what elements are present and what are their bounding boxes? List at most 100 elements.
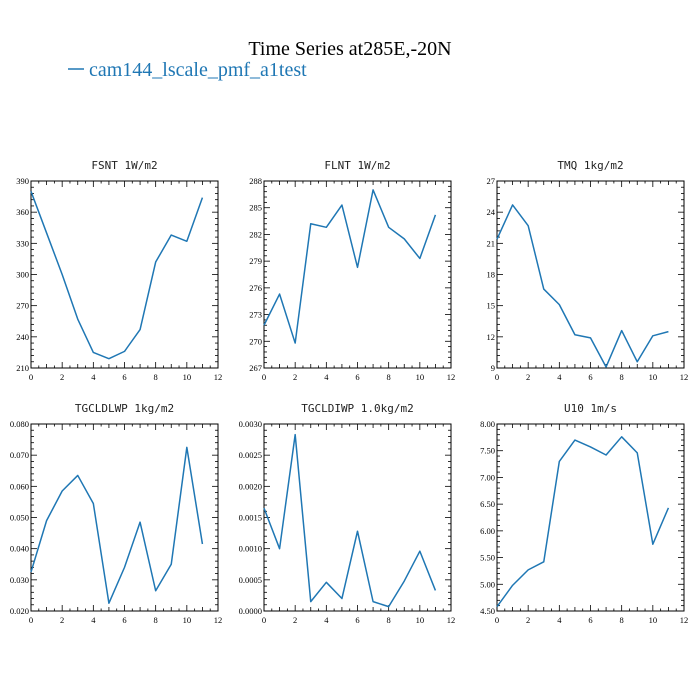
series-line-0 <box>263 189 437 344</box>
x-tick-label: 12 <box>447 372 456 382</box>
y-tick-label: 240 <box>16 332 29 342</box>
x-tick-label: 6 <box>122 615 126 625</box>
panel-title: TGCLDLWP 1kg/m2 <box>75 402 174 415</box>
panel-title: U10 1m/s <box>564 402 617 415</box>
x-tick-label: 10 <box>416 615 425 625</box>
x-tick-label: 12 <box>214 615 223 625</box>
x-tick-label: 8 <box>620 615 624 625</box>
y-tick-label: 285 <box>249 203 262 213</box>
y-tick-label: 0.0020 <box>239 481 262 491</box>
x-tick-label: 4 <box>324 615 329 625</box>
panel-title: TGCLDIWP 1.0kg/m2 <box>301 402 414 415</box>
y-tick-label: 0.040 <box>10 544 29 554</box>
x-tick-label: 10 <box>183 372 192 382</box>
x-tick-label: 0 <box>495 615 499 625</box>
x-tick-label: 0 <box>495 372 499 382</box>
x-tick-label: 6 <box>355 615 359 625</box>
panel-title: FLNT 1W/m2 <box>324 159 390 172</box>
y-tick-label: 15 <box>487 301 496 311</box>
x-tick-label: 6 <box>355 372 359 382</box>
y-tick-label: 282 <box>249 229 262 239</box>
figure-title: Time Series at285E,-20N <box>248 38 451 60</box>
y-tick-label: 0.070 <box>10 450 29 460</box>
x-tick-label: 4 <box>91 372 96 382</box>
y-tick-label: 0.060 <box>10 481 29 491</box>
y-tick-label: 390 <box>16 176 29 186</box>
panel-0: FSNT 1W/m2 0 2 4 6 8 10 12 210 240 270 300 330 360 390 <box>16 159 222 382</box>
x-tick-label: 4 <box>557 615 562 625</box>
x-tick-label: 2 <box>60 615 64 625</box>
y-tick-label: 0.0030 <box>239 419 262 429</box>
x-tick-label: 2 <box>60 372 64 382</box>
panel-title: FSNT 1W/m2 <box>91 159 157 172</box>
x-tick-label: 10 <box>416 372 425 382</box>
series-line-0 <box>496 204 669 368</box>
x-tick-label: 6 <box>588 372 592 382</box>
y-tick-label: 270 <box>16 301 29 311</box>
x-tick-label: 2 <box>293 372 297 382</box>
x-tick-label: 4 <box>91 615 96 625</box>
x-tick-label: 8 <box>154 615 158 625</box>
y-tick-label: 0.0015 <box>239 513 262 523</box>
y-tick-label: 0.020 <box>10 606 29 616</box>
x-tick-label: 12 <box>214 372 223 382</box>
y-tick-label: 27 <box>487 176 496 186</box>
x-tick-label: 12 <box>447 615 456 625</box>
y-tick-label: 288 <box>249 176 262 186</box>
x-tick-label: 2 <box>526 372 530 382</box>
y-tick-label: 7.00 <box>480 472 495 482</box>
y-tick-label: 300 <box>16 270 29 280</box>
y-tick-label: 330 <box>16 238 29 248</box>
y-tick-label: 0.030 <box>10 575 29 585</box>
panel-5: U10 1m/s 0 2 4 6 8 10 12 4.50 5.00 5.50 6.00 6.50 7.0… <box>480 402 688 625</box>
x-tick-label: 8 <box>620 372 624 382</box>
series-line-0 <box>263 433 437 608</box>
series-line-0 <box>30 191 204 360</box>
x-tick-label: 10 <box>649 615 658 625</box>
plot-frame <box>496 423 685 612</box>
panel-1: FLNT 1W/m2 0 2 4 6 8 10 12 267 270 273 276 279 282 285… <box>249 159 455 382</box>
x-tick-label: 6 <box>122 372 126 382</box>
x-tick-label: 12 <box>680 372 689 382</box>
y-tick-label: 0.0025 <box>239 450 262 460</box>
y-tick-label: 0.080 <box>10 419 29 429</box>
y-tick-label: 273 <box>249 310 262 320</box>
y-tick-label: 5.50 <box>480 553 495 563</box>
x-tick-label: 4 <box>324 372 329 382</box>
panel-3: TGCLDLWP 1kg/m2 0 2 4 6 8 10 12 0.020 0.030 0.040 0… <box>10 402 222 625</box>
x-tick-label: 0 <box>262 372 266 382</box>
x-tick-label: 0 <box>262 615 266 625</box>
panel-title: TMQ 1kg/m2 <box>557 159 623 172</box>
plot-frame <box>496 180 685 369</box>
y-tick-label: 360 <box>16 207 29 217</box>
y-tick-label: 0.0010 <box>239 544 262 554</box>
y-tick-label: 270 <box>249 336 262 346</box>
plot-frame <box>263 180 452 369</box>
y-tick-label: 279 <box>249 256 262 266</box>
y-tick-label: 6.00 <box>480 526 495 536</box>
x-tick-label: 6 <box>588 615 592 625</box>
legend-label: cam144_lscale_pmf_a1test <box>89 59 307 81</box>
y-tick-label: 210 <box>16 363 29 373</box>
y-tick-label: 9 <box>491 363 495 373</box>
y-tick-label: 21 <box>487 238 496 248</box>
y-tick-label: 0.0005 <box>239 575 262 585</box>
y-tick-label: 7.50 <box>480 446 495 456</box>
legend: cam144_lscale_pmf_a1test <box>68 59 307 81</box>
x-tick-label: 8 <box>387 615 391 625</box>
x-tick-label: 2 <box>526 615 530 625</box>
plot-frame <box>30 180 219 369</box>
y-tick-label: 267 <box>249 363 262 373</box>
y-tick-label: 5.00 <box>480 579 495 589</box>
y-tick-label: 12 <box>487 332 496 342</box>
panel-4: TGCLDIWP 1.0kg/m2 0 2 4 6 8 10 12 0.0000 0.0005 0.… <box>239 402 456 625</box>
x-tick-label: 10 <box>183 615 192 625</box>
y-tick-label: 0.050 <box>10 513 29 523</box>
panel-grid: FSNT 1W/m20 2 4 6 8 10 12210240270300330360390… <box>10 159 688 625</box>
y-tick-label: 18 <box>487 270 496 280</box>
plot-frame <box>30 423 219 612</box>
x-tick-label: 4 <box>557 372 562 382</box>
y-tick-label: 6.50 <box>480 499 495 509</box>
series-line-0 <box>496 436 670 608</box>
